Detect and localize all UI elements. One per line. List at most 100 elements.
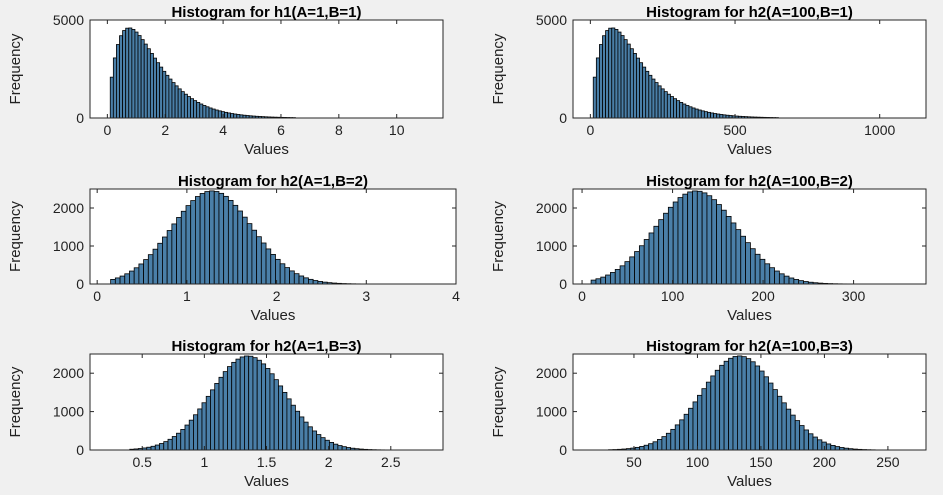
histogram-bar (176, 432, 182, 451)
histogram-bar (328, 441, 335, 451)
histogram-bar (772, 389, 778, 451)
histogram-bar (599, 44, 603, 119)
histogram-bar (798, 280, 804, 285)
histogram-bar (256, 359, 262, 451)
chart-title: Histogram for h1(A=1,B=1) (171, 4, 361, 21)
histogram-bar (713, 113, 718, 119)
histogram-bar (808, 433, 814, 451)
histogram-bar (710, 112, 715, 119)
histogram-bar (657, 85, 662, 119)
histogram-bar (193, 100, 198, 119)
histogram-bar (116, 44, 120, 119)
histogram-bar (236, 114, 241, 119)
histogram-bar (239, 356, 245, 451)
histogram-bar (299, 416, 305, 451)
histogram-bar (697, 394, 703, 451)
x-tick-label: 1 (183, 288, 191, 304)
histogram-bar (682, 103, 687, 119)
y-tick-label: 0 (76, 442, 84, 458)
histogram-bar (750, 248, 756, 285)
y-tick-label: 5000 (53, 12, 84, 28)
histogram-bar (218, 376, 224, 451)
chart-title: Histogram for h2(A=100,B=2) (646, 173, 853, 190)
histogram-bar (187, 96, 191, 119)
histogram-bars (110, 190, 371, 285)
histogram-bar (700, 110, 705, 119)
histogram-bar (705, 381, 712, 451)
histogram-bar (320, 437, 326, 451)
histogram-bar (202, 105, 207, 119)
x-tick-label: 2 (273, 288, 281, 304)
histogram-bar (735, 229, 742, 285)
histogram-bar (626, 43, 631, 119)
histogram-bar (184, 424, 190, 451)
histogram-bar (180, 91, 185, 119)
histogram-bar (691, 107, 696, 119)
histogram-bar (754, 253, 761, 285)
subplot-6: 50 100 150 200 250 0 1000 2000 Histogram for h2(… (490, 338, 927, 490)
y-tick-label: 2000 (53, 200, 84, 216)
histogram-bar (286, 398, 292, 451)
x-tick-label: 150 (749, 454, 773, 470)
histogram-bar (785, 408, 792, 451)
histogram-bar (303, 277, 309, 285)
histogram-bar (740, 235, 746, 285)
histogram-bar (697, 109, 702, 119)
y-tick-label: 5000 (536, 12, 567, 28)
histogram-bar (244, 355, 250, 451)
x-tick-label: 10 (389, 122, 405, 138)
x-tick-label: 3 (362, 288, 370, 304)
histogram-bar (252, 357, 258, 451)
histogram-bar (768, 382, 774, 451)
histogram-bar (143, 259, 149, 285)
histogram-bar (711, 199, 718, 285)
x-tick-label: 1000 (864, 122, 895, 138)
y-axis-label: Frequency (490, 201, 507, 272)
histogram-bar (592, 76, 597, 119)
histogram-bar (595, 57, 600, 119)
histogram-bar (737, 355, 743, 451)
histogram-bar (754, 365, 761, 451)
x-axis-label: Values (727, 307, 772, 324)
x-tick-label: 4 (219, 122, 227, 138)
histogram-bar (159, 66, 164, 119)
histogram-bar (153, 57, 157, 119)
histogram-bar (166, 230, 173, 285)
histogram-bar (242, 216, 248, 285)
histogram-bar (719, 364, 725, 451)
histogram-bar (682, 193, 689, 285)
histogram-bar (670, 428, 676, 451)
histogram-bar (716, 113, 721, 119)
x-axis-label: Values (251, 307, 296, 324)
histogram-bar (769, 267, 775, 285)
histogram-bar (119, 275, 126, 285)
histogram-bar (204, 191, 210, 285)
histogram-bar (235, 358, 241, 451)
histogram-bar (112, 57, 117, 119)
histogram-bar (261, 363, 267, 451)
histogram-bar (723, 360, 729, 451)
histogram-bar (129, 270, 135, 285)
histogram-bar (657, 439, 663, 451)
histogram-bar (265, 368, 271, 451)
histogram-bar (638, 245, 645, 285)
histogram-bar (660, 88, 665, 119)
x-axis-label: Values (244, 141, 289, 158)
histogram-bar (803, 429, 809, 451)
histogram-bar (307, 426, 313, 451)
x-tick-label: 0 (93, 288, 101, 304)
histogram-bar (783, 275, 790, 285)
histogram-bar (688, 106, 693, 119)
histogram-bar (146, 48, 151, 119)
histogram-bar (670, 96, 674, 119)
histogram-bar (137, 35, 142, 119)
histogram-bar (634, 251, 640, 285)
axes-frame (89, 19, 444, 119)
histogram-bar (663, 91, 668, 119)
histogram-bar (209, 190, 215, 285)
x-tick-label: 1.5 (257, 454, 277, 470)
histogram-bar (251, 229, 258, 285)
histogram-bar (790, 414, 796, 451)
histogram-bar (764, 263, 771, 285)
histogram-bar (316, 434, 322, 451)
